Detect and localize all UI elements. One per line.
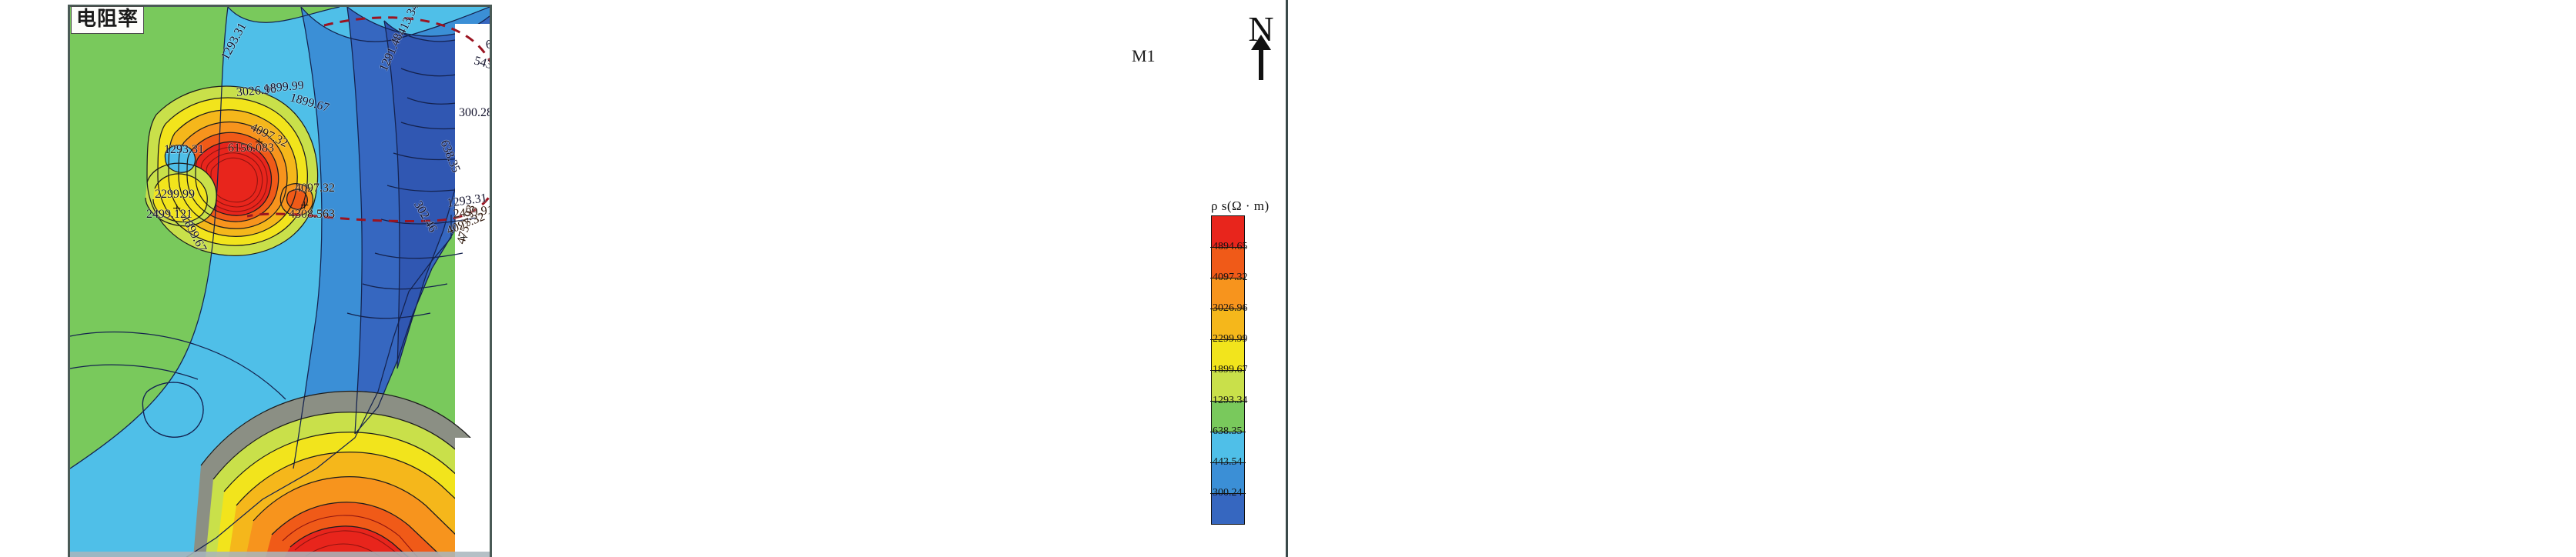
- colorbar-band: [1212, 370, 1244, 401]
- colorbar-tick: [1210, 493, 1246, 494]
- colorbar-title-resistivity: ρ s(Ω · m): [1211, 198, 1270, 213]
- colorbar-tick: [1210, 247, 1246, 248]
- colorbar-tick-label: 300.24: [1213, 487, 1243, 499]
- contour-value-label: 4097.32: [295, 182, 335, 195]
- m1-label-left: M1: [1132, 46, 1156, 65]
- resistivity-contour-plot: [70, 7, 490, 557]
- colorbar-tick: [1210, 370, 1246, 371]
- measurement-station-marker: +: [460, 229, 469, 246]
- contour-value-label: 1293.31: [164, 143, 204, 156]
- measurement-station-marker: +: [172, 200, 182, 217]
- measurement-station-marker: +: [300, 197, 309, 214]
- north-arrow-shaft: [1251, 35, 1271, 80]
- colorbar-band: [1212, 462, 1244, 493]
- colorbar-band: [1212, 247, 1244, 278]
- colorbar-band: [1212, 432, 1244, 462]
- contour-value-label: 6156.083: [228, 142, 274, 155]
- contour-value-label: 4308.563: [289, 208, 335, 221]
- panel-polarizability: 2.171.9332.985.0214.122.981.431.3692.174…: [1288, 0, 2576, 557]
- anomaly-boundary-m1: [246, 16, 490, 223]
- colorbar-body-resistivity: 4894.65 4097.32 3026.96 2299.99 1899.67 1293.…: [1210, 215, 1248, 525]
- colorbar-tick-label: 443.54: [1213, 456, 1243, 468]
- colorbar-tick: [1210, 462, 1246, 463]
- colorbar-band: [1212, 309, 1244, 339]
- panel-divider: [1286, 0, 1288, 557]
- colorbar-resistivity: ρ s(Ω · m) 4894.65 4097.32 3026.96 2299.99 1…: [1210, 198, 1270, 525]
- colorbar-band: [1212, 401, 1244, 432]
- contour-value-label: 2499.121: [146, 208, 192, 221]
- colorbar-tick-label: 4894.65: [1213, 241, 1248, 252]
- colorbar-tick-label: 638.35: [1213, 425, 1243, 437]
- north-arrow-left: N: [1238, 12, 1284, 80]
- panel-resistivity: 1293.31 1293.31 3026.96 1899.99 1899.67 4097.…: [68, 5, 1284, 557]
- colorbar-tick-label: 1899.67: [1213, 364, 1248, 375]
- contour-value-label: 300.28: [459, 106, 492, 119]
- contour-value-label: 2299.99: [155, 188, 195, 201]
- map-resistivity[interactable]: 1293.31 1293.31 3026.96 1899.99 1899.67 4097.…: [68, 5, 492, 557]
- colorbar-band: [1212, 216, 1244, 247]
- colorbar-tick-label: 1293.34: [1213, 395, 1248, 406]
- colorbar-band: [1212, 493, 1244, 524]
- colorbar-tick-label: 3026.96: [1213, 302, 1248, 314]
- colorbar-tick: [1210, 401, 1246, 402]
- bottom-strip: [70, 552, 490, 557]
- panel-caption-resistivity: 电阻率: [71, 6, 145, 34]
- north-arrow-head: [1251, 35, 1271, 50]
- contour-value-label: 621.29: [485, 35, 492, 52]
- colorbar-band: [1212, 278, 1244, 309]
- colorbar-tick-label: 4097.32: [1213, 272, 1248, 283]
- colorbar-tick: [1210, 339, 1246, 340]
- measurement-station-marker: +: [255, 134, 264, 151]
- colorbar-tick-label: 2299.99: [1213, 333, 1248, 345]
- colorbar-band: [1212, 339, 1244, 370]
